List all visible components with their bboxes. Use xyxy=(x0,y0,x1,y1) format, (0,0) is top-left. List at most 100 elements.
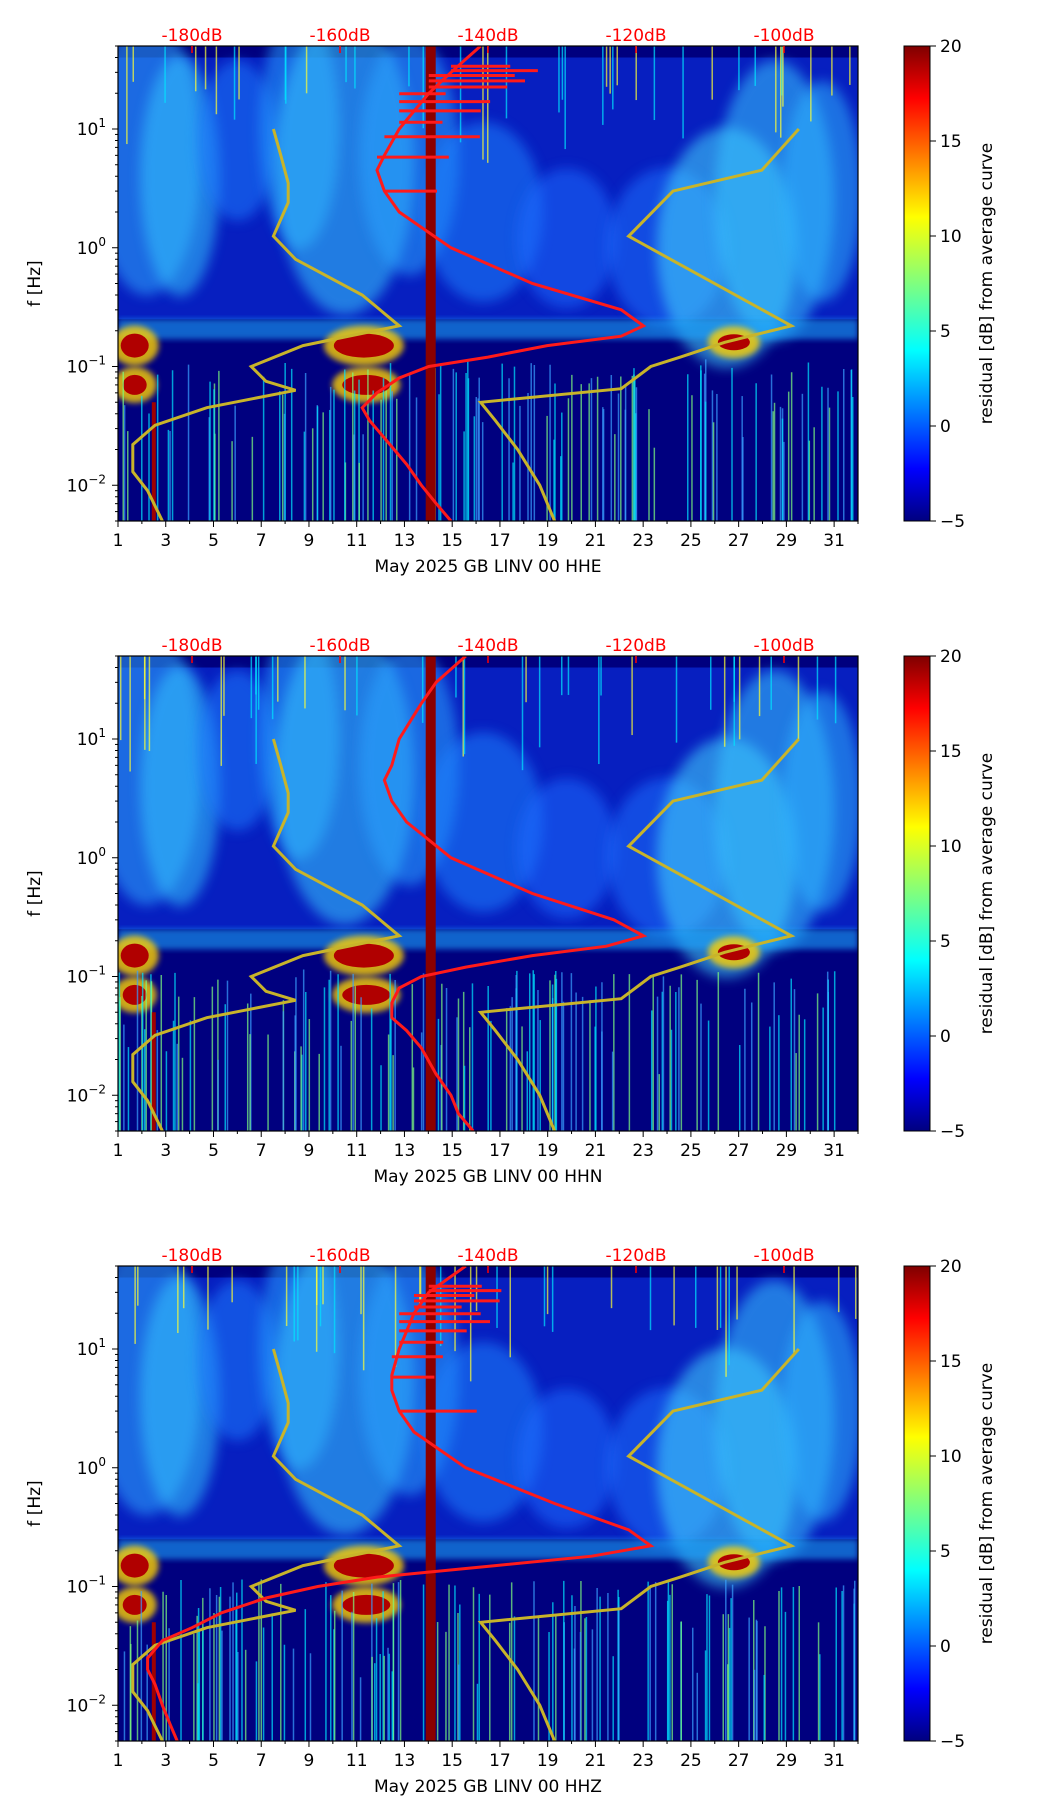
hot-spot xyxy=(120,333,149,358)
data-gap-bar xyxy=(425,656,436,1131)
hot-spot xyxy=(333,943,394,968)
colorbar-tick-label: −5 xyxy=(940,512,965,532)
y-tick-exponent: −1 xyxy=(88,354,106,368)
y-tick-exponent: −2 xyxy=(88,1692,106,1706)
colorbar-tick-label: 15 xyxy=(940,132,962,152)
x-tick-label: 31 xyxy=(823,1141,845,1161)
colorbar-tick-label: −5 xyxy=(940,1122,965,1142)
hot-spot xyxy=(122,1594,147,1615)
y-axis-label: f [Hz] xyxy=(25,1480,45,1526)
heatmap-blob xyxy=(516,778,617,919)
x-tick-label: 27 xyxy=(728,1751,750,1771)
x-tick-label: 27 xyxy=(728,531,750,551)
model-curve-high xyxy=(477,1347,800,1741)
x-tick-label: 1 xyxy=(113,1751,124,1771)
db-scale-label: -160dB xyxy=(309,1246,370,1266)
x-tick-label: 1 xyxy=(113,531,124,551)
db-scale-label: -140dB xyxy=(457,636,518,656)
x-tick-label: 17 xyxy=(489,1751,511,1771)
x-tick-label: 9 xyxy=(304,531,315,551)
colorbar-label: residual [dB] from average curve xyxy=(977,1363,997,1644)
colorbar-label: residual [dB] from average curve xyxy=(977,753,997,1034)
y-tick-exponent: −2 xyxy=(88,1082,106,1096)
x-tick-label: 3 xyxy=(160,531,171,551)
x-tick-label: 1 xyxy=(113,1141,124,1161)
y-tick-label: 101 xyxy=(77,726,106,750)
x-tick-label: 13 xyxy=(394,531,416,551)
colorbar xyxy=(903,655,931,1132)
model-curve-low xyxy=(131,1348,403,1741)
x-tick-label: 25 xyxy=(680,531,702,551)
hot-spot xyxy=(120,943,149,968)
colorbar-tick-label: 15 xyxy=(940,742,962,762)
colorbar-tick-label: 20 xyxy=(940,647,962,667)
y-tick-exponent: 1 xyxy=(98,726,106,740)
y-tick-label: 10−1 xyxy=(67,964,106,988)
db-scale-label: -140dB xyxy=(457,1246,518,1266)
x-tick-label: 25 xyxy=(680,1751,702,1771)
y-tick-label: 100 xyxy=(77,845,106,869)
y-tick-base: 10 xyxy=(67,358,89,378)
x-tick-label: 5 xyxy=(208,1751,219,1771)
hot-spot xyxy=(333,333,394,358)
x-tick-label: 19 xyxy=(537,1751,559,1771)
y-tick-label: 100 xyxy=(77,235,106,259)
psd-curve xyxy=(360,46,647,521)
x-tick-label: 3 xyxy=(160,1141,171,1161)
x-tick-label: 11 xyxy=(346,1751,368,1771)
heatmap-blob xyxy=(423,732,544,913)
x-tick-label: 27 xyxy=(728,1141,750,1161)
psd-curve xyxy=(382,656,648,1131)
colorbar-tick-label: 10 xyxy=(940,1447,962,1467)
y-tick-exponent: 0 xyxy=(98,845,106,859)
x-tick-label: 19 xyxy=(537,531,559,551)
x-tick-label: 11 xyxy=(346,531,368,551)
y-tick-label: 10−2 xyxy=(67,472,106,496)
spectrogram-panel-2: 1 3 5 7 9 11 13 15 17 19 21 23 25 27 29 3110−210−110010… xyxy=(25,636,997,1187)
heatmap-blob xyxy=(423,122,544,303)
colorbar xyxy=(903,45,931,522)
y-tick-exponent: 0 xyxy=(98,1455,106,1469)
x-axis-label: May 2025 GB LINV 00 HHE xyxy=(374,557,601,577)
y-axis-label: f [Hz] xyxy=(25,870,45,916)
x-tick-label: 5 xyxy=(208,531,219,551)
y-tick-label: 100 xyxy=(77,1455,106,1479)
x-tick-label: 9 xyxy=(304,1141,315,1161)
x-tick-label: 15 xyxy=(441,1141,463,1161)
x-tick-label: 23 xyxy=(632,1751,654,1771)
y-tick-base: 10 xyxy=(67,968,89,988)
hot-spot xyxy=(122,984,147,1005)
y-tick-base: 10 xyxy=(67,1696,89,1716)
heatmap-blob xyxy=(782,691,858,912)
y-tick-exponent: 1 xyxy=(98,116,106,130)
db-scale-label: -160dB xyxy=(309,636,370,656)
spectrogram-panel-1: 1 3 5 7 9 11 13 15 17 19 21 23 25 27 29 3110−210−110010… xyxy=(25,26,997,577)
y-tick-base: 10 xyxy=(67,476,89,496)
db-scale-label: -120dB xyxy=(605,636,666,656)
colorbar-tick-label: 20 xyxy=(940,37,962,57)
hot-spot xyxy=(342,374,391,395)
x-tick-label: 9 xyxy=(304,1751,315,1771)
model-curve-low xyxy=(131,128,403,521)
heatmap-area xyxy=(118,1266,858,1741)
x-tick-label: 23 xyxy=(632,531,654,551)
colorbar-tick-label: 5 xyxy=(940,1542,951,1562)
heatmap-blob xyxy=(423,1342,544,1523)
y-tick-base: 10 xyxy=(77,120,99,140)
data-gap-bar xyxy=(425,46,436,521)
x-tick-label: 5 xyxy=(208,1141,219,1161)
colorbar-tick-label: 15 xyxy=(940,1352,962,1372)
colorbar-tick-label: 0 xyxy=(940,1027,951,1047)
x-tick-label: 11 xyxy=(346,1141,368,1161)
spectrogram-panel-3: 1 3 5 7 9 11 13 15 17 19 21 23 25 27 29 3110−210−110010… xyxy=(25,1246,997,1797)
x-tick-label: 29 xyxy=(776,1141,798,1161)
y-tick-base: 10 xyxy=(77,730,99,750)
x-tick-label: 7 xyxy=(256,1141,267,1161)
x-tick-label: 31 xyxy=(823,531,845,551)
y-tick-exponent: 0 xyxy=(98,235,106,249)
db-scale-label: -120dB xyxy=(605,26,666,46)
x-axis-label: May 2025 GB LINV 00 HHN xyxy=(373,1167,602,1187)
x-tick-label: 21 xyxy=(585,1751,607,1771)
x-tick-label: 13 xyxy=(394,1751,416,1771)
